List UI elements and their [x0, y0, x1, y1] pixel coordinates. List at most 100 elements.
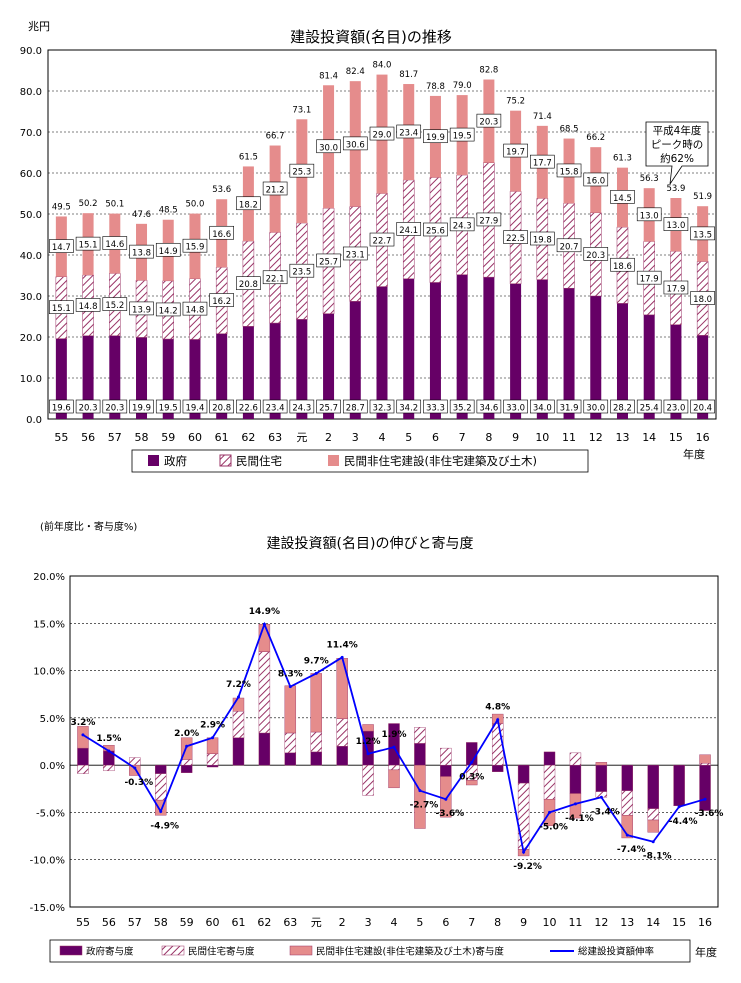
bar-segment: [670, 324, 682, 419]
x-tick-label: 57: [108, 431, 122, 444]
data-label-box: [369, 126, 395, 141]
data-label-box: [503, 143, 528, 158]
total-label: 50.0: [185, 200, 204, 210]
chart2-title: 建設投資額(名目)の伸びと寄与度: [267, 535, 474, 552]
data-label-box: [636, 207, 662, 222]
x-tick-label: 10: [543, 916, 557, 929]
annotation-text: 平成4年度: [653, 124, 702, 137]
data-label-box: [396, 399, 422, 414]
data-label: 19.9: [426, 133, 445, 143]
data-label-box: [476, 212, 502, 227]
growth-point: [496, 718, 500, 722]
bar-segment: [429, 282, 441, 419]
x-tick-label: 57: [128, 916, 142, 929]
total-label: 66.2: [586, 133, 605, 143]
bar-segment: [643, 314, 655, 419]
data-label: 17.9: [640, 275, 659, 285]
data-label-box: [690, 399, 715, 414]
bar-segment: [77, 764, 89, 774]
data-label: 34.6: [479, 404, 498, 414]
data-label: 20.3: [479, 118, 498, 128]
growth-point: [133, 766, 137, 770]
legend-label: 民間非住宅建設(非住宅建築及び土木)寄与度: [316, 946, 504, 958]
data-label-box: [236, 399, 261, 414]
total-label: 53.6: [212, 185, 231, 195]
legend-box: [49, 939, 691, 963]
total-label: 81.7: [399, 70, 418, 80]
y-tick-label: -15.0%: [30, 903, 65, 914]
data-label: 13.5: [693, 230, 712, 240]
bar-segment: [162, 339, 174, 419]
y-tick-label: 0.0%: [40, 761, 65, 772]
growth-point: [81, 733, 85, 737]
data-label-box: [129, 244, 154, 259]
growth-label: 3.2%: [70, 718, 95, 728]
data-label-box: [129, 399, 154, 414]
growth-label: -3.6%: [695, 809, 724, 819]
data-label-box: [49, 399, 74, 414]
bar-segment: [699, 764, 711, 811]
data-label: 22.7: [373, 237, 392, 247]
bar-segment: [621, 764, 633, 791]
data-label-box: [636, 399, 662, 414]
growth-point: [262, 622, 266, 626]
data-label: 23.1: [346, 250, 365, 260]
growth-label: -5.0%: [539, 822, 568, 832]
y-tick-label: 90.0: [20, 46, 42, 57]
data-label-box: [449, 217, 475, 232]
bar-segment: [258, 624, 271, 652]
data-label-box: [209, 293, 234, 307]
data-label: 21.2: [266, 185, 285, 195]
data-label: 14.7: [52, 243, 71, 253]
data-label-box: [102, 399, 128, 414]
growth-label: -3.6%: [435, 809, 464, 819]
data-label-box: [690, 226, 715, 241]
growth-point: [703, 797, 707, 801]
data-label: 23.0: [666, 404, 685, 414]
bar-segment: [376, 286, 388, 419]
x-tick-label: 10: [535, 431, 549, 444]
bar-segment: [55, 338, 67, 419]
bar-segment: [569, 752, 582, 766]
bar-segment: [621, 790, 633, 816]
data-label-box: [342, 136, 368, 151]
data-label: 22.1: [266, 274, 285, 284]
x-tick-label: 8: [485, 431, 492, 444]
data-label-box: [423, 399, 448, 414]
growth-point: [573, 802, 577, 806]
x-tick-label: 15: [669, 431, 683, 444]
data-label: 16.2: [212, 297, 231, 307]
x-tick-label: 12: [594, 916, 608, 929]
x-tick-label: 11: [568, 916, 582, 929]
x-tick-label: 9: [520, 916, 527, 929]
data-label-box: [155, 302, 181, 317]
data-label-box: [236, 196, 261, 211]
data-label: 16.6: [212, 230, 231, 240]
data-label-box: [262, 181, 288, 196]
bar-segment: [699, 754, 711, 764]
data-label-box: [49, 239, 74, 253]
data-label: 14.6: [105, 240, 124, 250]
x-tick-label: 16: [696, 431, 710, 444]
data-label: 35.2: [453, 404, 472, 414]
bar-segment: [336, 658, 348, 720]
data-label: 16.0: [586, 176, 605, 186]
growth-label: 8.3%: [278, 670, 303, 680]
bar-segment: [284, 685, 297, 734]
growth-point: [314, 671, 318, 675]
y-tick-label: 0.0: [26, 415, 42, 426]
data-label: 30.0: [319, 143, 338, 153]
bar-segment: [647, 764, 659, 809]
y-tick-label: 10.0%: [33, 667, 65, 678]
x-tick-label: 55: [76, 916, 90, 929]
growth-label: -7.4%: [617, 845, 646, 855]
data-label: 19.9: [132, 404, 151, 414]
data-label-box: [530, 231, 555, 246]
growth-label: 14.9%: [249, 607, 280, 617]
growth-label: -4.9%: [150, 821, 179, 831]
data-label-box: [209, 399, 234, 414]
bar-segment: [323, 313, 335, 419]
bar-segment: [647, 819, 659, 833]
bar-segment: [440, 764, 452, 777]
x-tick-label: 13: [615, 431, 629, 444]
